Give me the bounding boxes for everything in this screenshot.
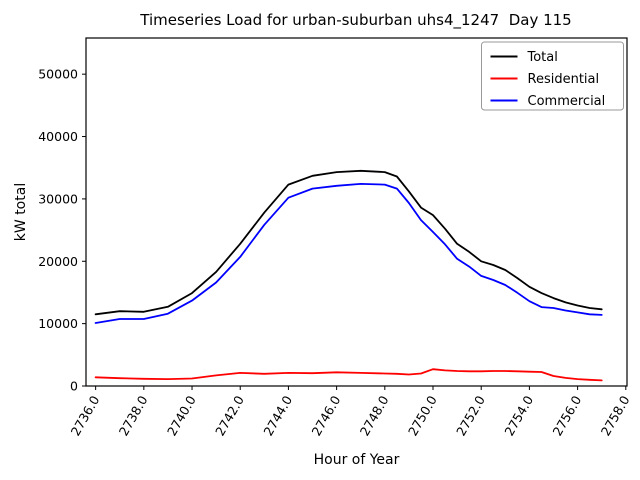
x-tick-label: 2752.0 — [453, 393, 488, 438]
y-tick-label: 0 — [70, 379, 78, 394]
y-tick-label: 30000 — [38, 191, 78, 206]
legend-label: Residential — [528, 72, 600, 87]
x-tick-label: 2746.0 — [309, 393, 344, 438]
x-tick-label: 2740.0 — [164, 393, 199, 438]
y-tick-label: 10000 — [38, 316, 78, 331]
x-tick-label: 2758.0 — [598, 393, 633, 438]
total-line — [94, 169, 603, 316]
legend-label: Commercial — [528, 94, 606, 109]
y-axis-label: kW total — [13, 183, 29, 241]
x-tick-label: 2748.0 — [357, 393, 392, 438]
residential-line — [94, 368, 603, 382]
x-tick-label: 2736.0 — [68, 393, 103, 438]
x-tick-label: 2744.0 — [260, 393, 295, 438]
plot-border — [85, 37, 628, 387]
chart-title: Timeseries Load for urban-suburban uhs4_… — [140, 11, 572, 29]
commercial-line — [94, 182, 603, 324]
legend-box — [481, 41, 624, 111]
x-tick-label: 2756.0 — [550, 393, 585, 438]
x-axis-label: Hour of Year — [314, 452, 400, 468]
x-tick-label: 2750.0 — [405, 393, 440, 438]
y-tick-label: 20000 — [38, 254, 78, 269]
x-tick-label: 2738.0 — [116, 393, 151, 438]
y-tick-label: 50000 — [38, 67, 78, 82]
y-tick-label: 40000 — [38, 129, 78, 144]
x-tick-label: 2742.0 — [212, 393, 247, 438]
x-tick-label: 2754.0 — [501, 393, 536, 438]
legend-label: Total — [527, 50, 558, 65]
